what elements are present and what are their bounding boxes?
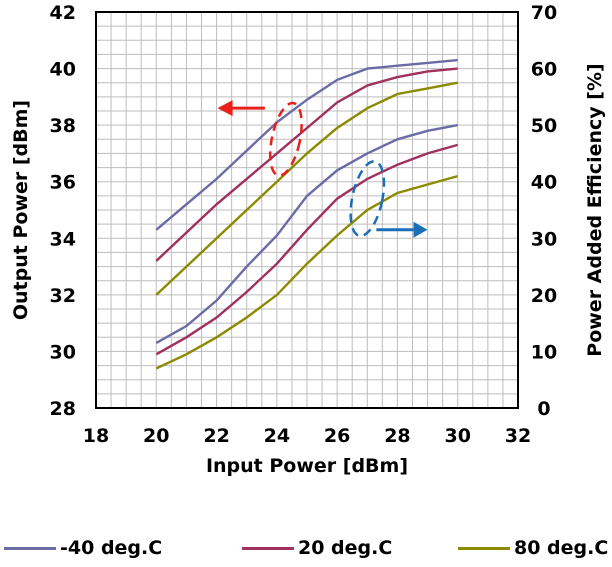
arrow-left-icon — [217, 100, 233, 117]
x-tick-label: 20 — [143, 425, 169, 447]
y-right-tick-label: 50 — [531, 115, 557, 137]
ellipse-pae — [349, 160, 386, 238]
y-axis-right-title: Power Added Efficiency [%] — [584, 63, 606, 356]
y-right-tick-label: 0 — [537, 398, 550, 420]
legend: -40 deg.C 20 deg.C 80 deg.C — [0, 537, 612, 567]
x-tick-label: 28 — [384, 425, 410, 447]
x-tick-label: 22 — [203, 425, 229, 447]
legend-item-minus40: -40 deg.C — [4, 537, 162, 559]
y-left-tick-label: 40 — [50, 59, 76, 81]
x-tick-label: 32 — [505, 425, 531, 447]
y-right-tick-label: 10 — [531, 341, 557, 363]
annotations — [217, 100, 428, 238]
y-right-tick-label: 40 — [531, 172, 557, 194]
tick-labels: 18 20 22 24 26 28 30 32 28 30 32 34 36 38 40 42 0 10 20 30 4… — [50, 2, 558, 447]
x-tick-label: 24 — [264, 425, 290, 447]
series-line-right — [155, 123, 458, 344]
y-left-tick-label: 34 — [50, 228, 76, 250]
series-line-left — [155, 58, 458, 231]
y-right-tick-label: 70 — [531, 2, 557, 24]
x-tick-label: 26 — [324, 425, 350, 447]
y-left-tick-label: 42 — [50, 2, 76, 24]
y-axis-left-title: Output Power [dBm] — [10, 100, 32, 320]
chart: 18 20 22 24 26 28 30 32 28 30 32 34 36 38 40 42 0 10 20 30 4… — [10, 2, 606, 477]
ellipse-output-power — [268, 101, 303, 177]
plot-frame — [95, 11, 519, 409]
y-left-tick-label: 28 — [50, 398, 76, 420]
legend-item-20: 20 deg.C — [242, 537, 392, 559]
y-right-tick-label: 30 — [531, 228, 557, 250]
y-left-tick-label: 36 — [50, 172, 76, 194]
series-line-right — [155, 143, 459, 356]
y-left-tick-label: 32 — [50, 285, 76, 307]
series-line-right — [155, 174, 459, 370]
y-right-tick-label: 20 — [531, 285, 557, 307]
y-left-tick-label: 30 — [50, 341, 76, 363]
series-lines — [155, 58, 459, 370]
legend-label: -40 deg.C — [60, 537, 163, 559]
legend-item-80: 80 deg.C — [458, 537, 608, 559]
x-tick-label: 18 — [83, 425, 109, 447]
y-right-tick-label: 60 — [531, 59, 557, 81]
arrow-right-icon — [413, 221, 428, 238]
grid — [96, 12, 518, 408]
x-axis-title: Input Power [dBm] — [206, 455, 408, 477]
legend-label: 20 deg.C — [298, 537, 393, 559]
legend-swatch — [4, 546, 56, 550]
x-tick-label: 30 — [444, 425, 470, 447]
series-line-left — [155, 81, 458, 296]
legend-label: 80 deg.C — [514, 537, 609, 559]
y-left-tick-label: 38 — [50, 115, 76, 137]
legend-swatch — [242, 546, 294, 550]
series-line-left — [155, 67, 458, 262]
legend-swatch — [458, 546, 510, 550]
